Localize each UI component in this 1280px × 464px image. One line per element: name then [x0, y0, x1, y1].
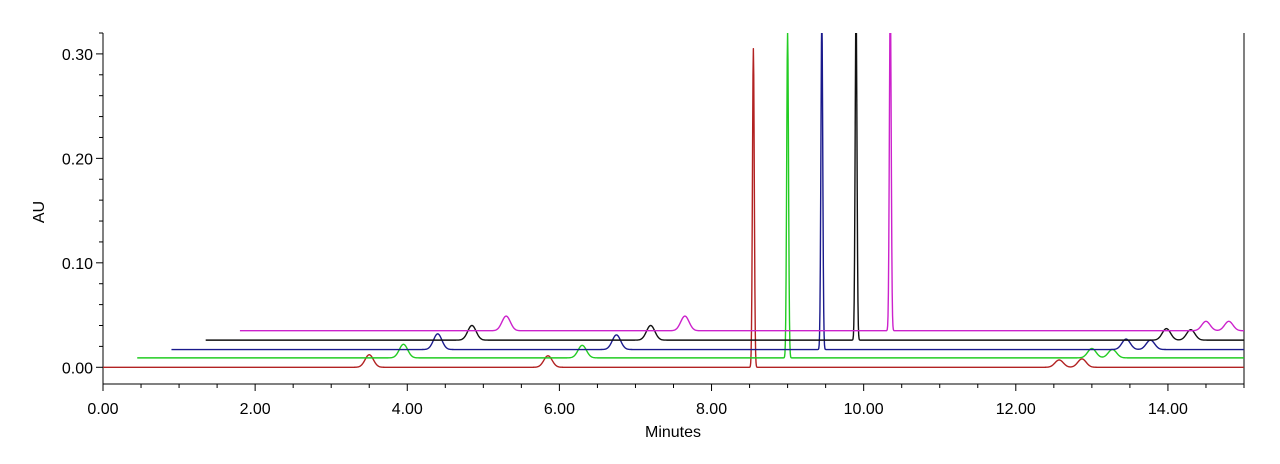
y-tick-label: 0.00 [62, 360, 93, 377]
x-tick-label: 12.00 [996, 401, 1036, 418]
x-tick-label: 14.00 [1148, 401, 1188, 418]
y-axis-title: AU [31, 201, 48, 223]
trace-line-2 [136, 33, 1244, 359]
trace-line-5 [239, 33, 1244, 332]
y-tick-label: 0.10 [62, 256, 93, 273]
x-tick-label: 10.00 [844, 401, 884, 418]
x-tick-label: 0.00 [87, 401, 118, 418]
trace-line-3 [171, 33, 1244, 351]
x-tick-label: 4.00 [392, 401, 423, 418]
trace-line-1 [103, 47, 1244, 368]
x-tick-label: 2.00 [240, 401, 271, 418]
y-tick-label: 0.30 [62, 47, 93, 64]
y-tick-label: 0.20 [62, 151, 93, 168]
trace-line-4 [205, 33, 1244, 341]
x-axis-title: Minutes [645, 424, 701, 441]
x-tick-label: 8.00 [696, 401, 727, 418]
plot-area: 0.00 2.00 4.00 6.00 8.00 10.00 12.00 14.00 0.00 0… [62, 32, 1245, 418]
x-tick-label: 6.00 [544, 401, 575, 418]
